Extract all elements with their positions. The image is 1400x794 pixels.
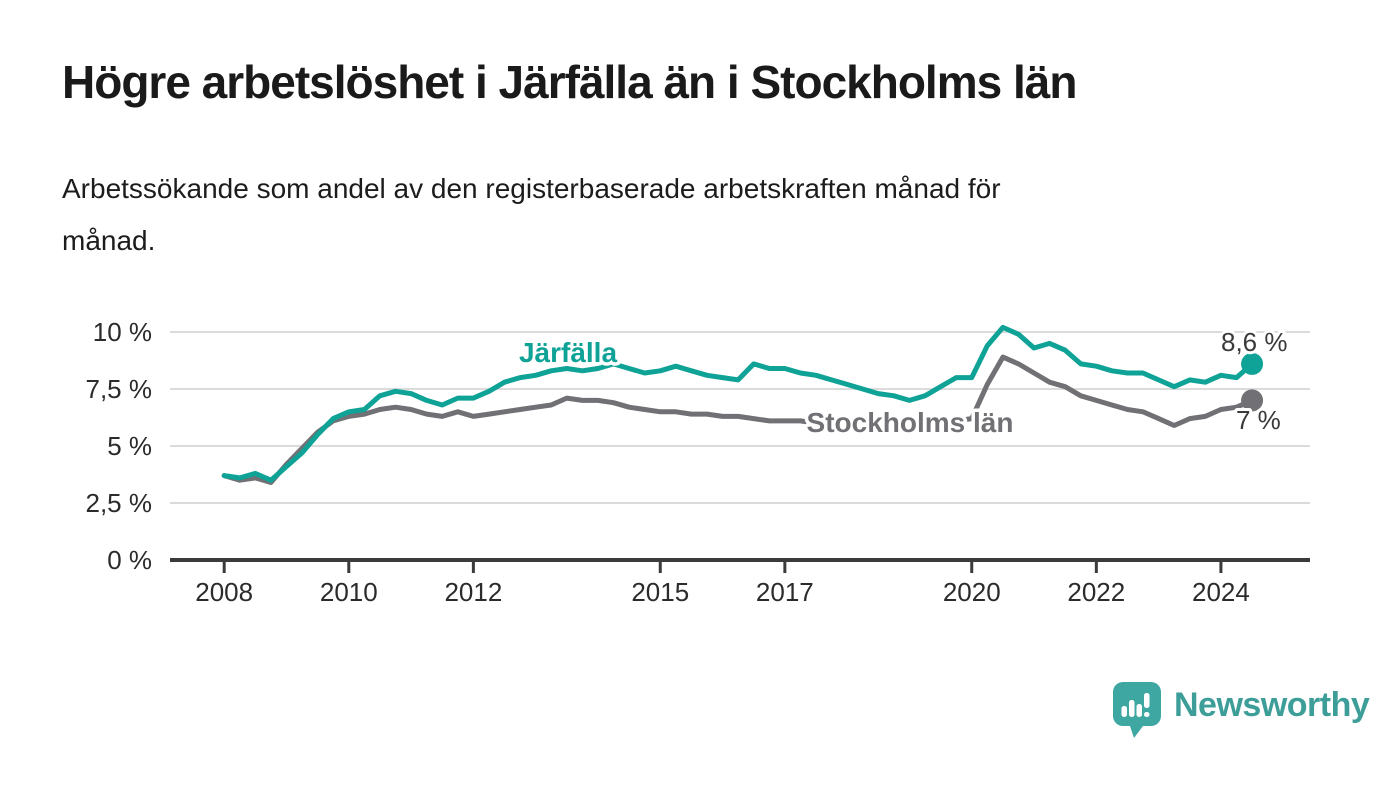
logo-exclamation-dot	[1144, 712, 1150, 717]
y-tick-label: 5 %	[107, 431, 152, 461]
series-label-jarfalla: Järfälla	[519, 337, 617, 368]
newsworthy-logo-icon	[1113, 682, 1161, 738]
series-end-dot-stockholms-lan	[1241, 389, 1264, 412]
series-label-stockholms-lan: Stockholms län	[807, 407, 1014, 438]
x-tick-label: 2022	[1067, 577, 1125, 607]
page-title: Högre arbetslöshet i Järfälla än i Stock…	[62, 56, 1077, 108]
x-tick-label: 2012	[444, 577, 502, 607]
series-end-value-jarfalla: 8,6 %	[1221, 327, 1288, 357]
x-tick-label: 2015	[631, 577, 689, 607]
y-tick-label: 2,5 %	[86, 488, 153, 518]
y-tick-label: 7,5 %	[86, 374, 153, 404]
logo-bars	[1121, 693, 1150, 717]
y-tick-label: 0 %	[107, 545, 152, 575]
series-end-value-stockholms-lan: 7 %	[1236, 405, 1281, 435]
subtitle-line: Arbetssökande som andel av den registerb…	[62, 173, 1001, 204]
series-line-jarfalla	[221, 324, 1255, 483]
x-tick-label: 2008	[195, 577, 253, 607]
brand-name: Newsworthy	[1174, 686, 1370, 724]
series-line-stockholms-lan	[221, 354, 1255, 485]
logo-exclamation-bar	[1144, 693, 1150, 708]
page-subtitle: Arbetssökande som andel av den registerb…	[62, 163, 1001, 267]
subtitle-line: månad.	[62, 224, 156, 256]
x-tick-label: 2017	[756, 577, 814, 607]
x-tick-label: 2020	[943, 577, 1001, 607]
x-tick-label: 2024	[1192, 577, 1250, 607]
x-tick-label: 2010	[320, 577, 378, 607]
series-end-dot-jarfalla	[1241, 352, 1264, 375]
y-tick-label: 10 %	[93, 317, 152, 347]
brand-footer: Newsworthy	[1113, 682, 1370, 740]
